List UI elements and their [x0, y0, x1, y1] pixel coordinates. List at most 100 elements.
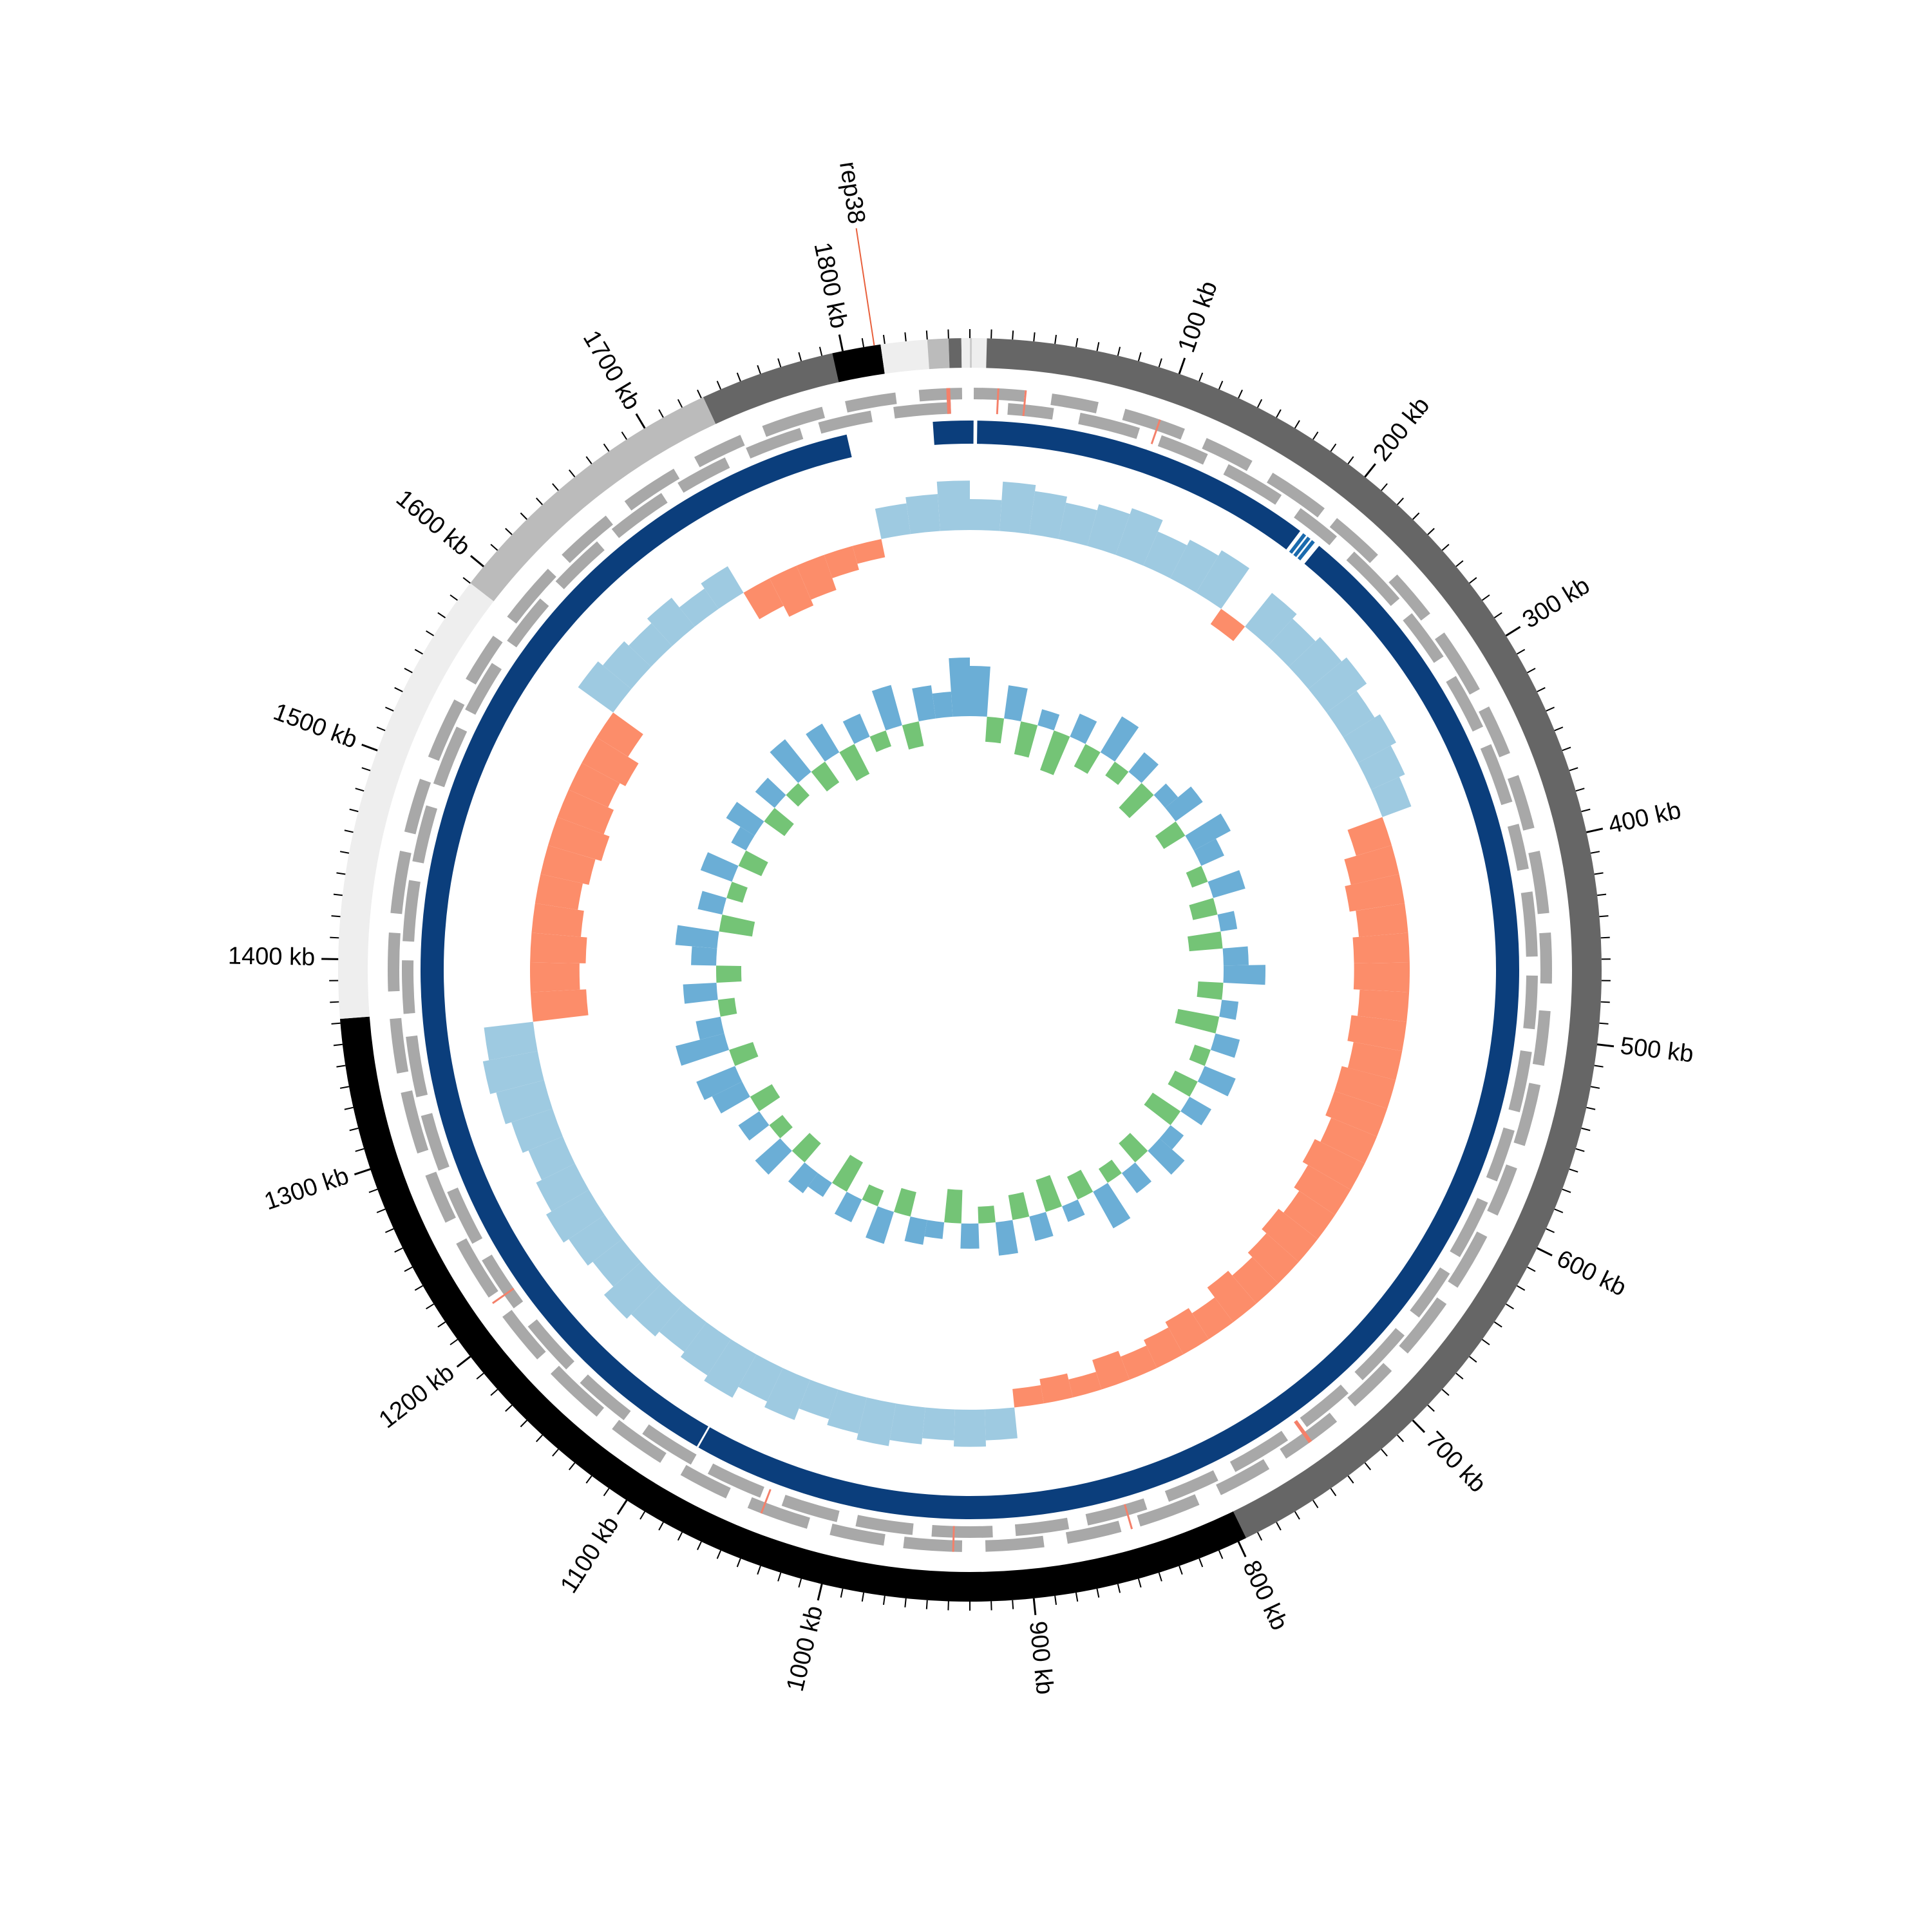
gene-forward: [845, 392, 897, 413]
gc-skew-bar: [1345, 874, 1405, 912]
major-tick: [354, 1168, 371, 1176]
contig: [948, 338, 962, 368]
minor-tick: [1590, 851, 1600, 854]
major-tick: [817, 1584, 823, 1601]
minor-tick: [1364, 1462, 1372, 1471]
minor-tick: [1569, 1168, 1578, 1173]
gc-content-bar: [1189, 898, 1218, 920]
contig: [703, 353, 839, 424]
minor-tick: [1381, 1448, 1388, 1457]
minor-tick: [757, 1566, 761, 1575]
gene-reverse: [1354, 1328, 1405, 1381]
gene-reverse: [402, 960, 415, 1014]
gc-skew-bar: [1325, 1091, 1388, 1137]
minor-tick: [1590, 1086, 1600, 1089]
gc-content-bar: [1074, 744, 1101, 774]
gene-reverse: [447, 1188, 483, 1244]
gc-skew-bar: [743, 578, 784, 620]
gene-reverse: [855, 1515, 914, 1535]
gene-forward: [1539, 933, 1552, 984]
gene-reverse: [931, 1525, 993, 1538]
gene-reverse: [1223, 464, 1282, 505]
minor-tick: [520, 1419, 527, 1428]
minor-tick: [414, 649, 423, 655]
minor-tick: [621, 431, 627, 440]
gc-content-bar: [1175, 1009, 1220, 1034]
minor-tick: [426, 1303, 435, 1310]
gene-forward: [624, 468, 680, 511]
gc-content-bar: [1070, 714, 1097, 744]
gc-skew-bar: [569, 1215, 622, 1266]
gc-content-bar: [1217, 911, 1238, 932]
minor-tick: [1397, 497, 1404, 506]
minor-tick: [658, 1522, 664, 1531]
minor-tick: [1597, 893, 1607, 896]
minor-tick: [333, 1043, 343, 1046]
minor-tick: [777, 358, 782, 368]
minor-tick: [536, 1434, 543, 1443]
gc-content-bar: [1008, 1192, 1030, 1220]
minor-tick: [1517, 1285, 1526, 1291]
minor-tick: [414, 1285, 423, 1291]
minor-tick: [1054, 1595, 1057, 1605]
minor-tick: [505, 527, 513, 535]
blast-block: [977, 421, 1300, 550]
minor-tick: [1294, 1511, 1300, 1520]
gc-skew-bar: [1358, 745, 1405, 790]
gene-reverse: [707, 1463, 764, 1498]
gc-skew-bar: [1012, 1385, 1044, 1408]
gc-skew-bar: [1283, 1191, 1336, 1240]
gc-skew-bar: [659, 1303, 707, 1352]
gene-forward: [390, 1018, 409, 1074]
gc-content-bar: [985, 716, 1005, 744]
minor-tick: [1158, 358, 1162, 368]
gene-reverse: [1446, 676, 1484, 732]
minor-tick: [882, 334, 886, 345]
gc-content-bar: [960, 1223, 980, 1249]
gene-forward: [1065, 1520, 1122, 1544]
minor-tick: [1117, 346, 1121, 356]
gc-content-bar: [1168, 1070, 1198, 1097]
gc-content-bar: [869, 730, 892, 752]
blast-block: [970, 421, 974, 444]
minor-tick: [1330, 443, 1337, 452]
minor-tick: [1096, 1588, 1100, 1598]
minor-tick: [1075, 337, 1079, 348]
gene-forward: [390, 851, 412, 914]
rna-feature: [1294, 1419, 1312, 1443]
minor-tick: [1054, 334, 1057, 345]
minor-tick: [1075, 1592, 1079, 1602]
gc-content-bar: [862, 1184, 884, 1207]
gc-skew-bar: [1143, 531, 1188, 578]
gc-skew-bar: [1347, 1041, 1403, 1081]
gc-skew-bar: [769, 565, 814, 617]
gc-skew-bar: [1267, 618, 1316, 667]
gene-forward: [903, 1537, 963, 1552]
gc-content-bar: [811, 761, 840, 791]
gene-forward: [1388, 574, 1430, 621]
gc-skew-bar: [680, 1322, 731, 1376]
contig: [972, 338, 987, 368]
rna-feature: [492, 1287, 515, 1304]
minor-tick: [798, 1578, 802, 1588]
gc-skew-bar: [1289, 637, 1342, 689]
minor-tick: [658, 409, 664, 418]
minor-tick: [349, 1127, 359, 1132]
gene-forward: [762, 406, 826, 437]
gc-content-bar: [1036, 1175, 1063, 1212]
gene-forward: [456, 1238, 498, 1298]
gene-forward: [1329, 518, 1378, 564]
rna-feature: [1150, 419, 1161, 444]
gc-skew-bar: [1347, 817, 1392, 856]
gene-reverse: [1300, 1385, 1349, 1428]
gene-forward: [388, 933, 401, 992]
gene-forward: [1448, 1231, 1488, 1288]
minor-tick: [1218, 381, 1224, 390]
gc-content-bar: [1037, 709, 1060, 731]
gc-content-bar: [731, 826, 755, 851]
gc-skew-bar: [1294, 1165, 1351, 1215]
gc-skew-bar: [482, 1051, 544, 1094]
gc-skew-bar: [1371, 777, 1412, 817]
minor-tick: [1517, 649, 1526, 655]
